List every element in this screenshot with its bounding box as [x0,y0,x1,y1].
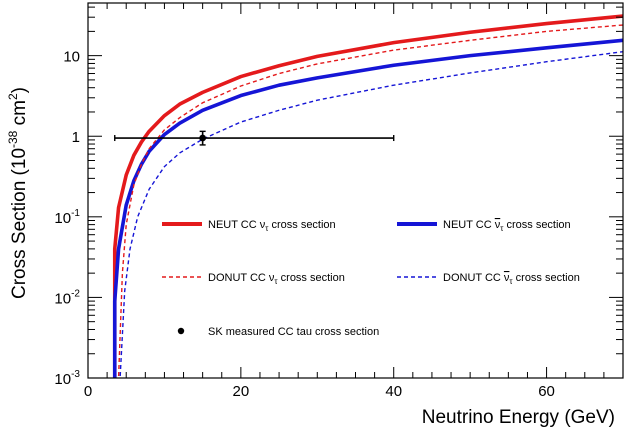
series-neut-nutaubar-curve [112,38,623,378]
legend-label-donut-nutaubar: DONUT CC ντ cross section [443,272,580,286]
legend-label-donut-nutaubar-sub: τ [509,277,513,286]
legend-label-neut-nutau-sub: τ [265,224,269,233]
y-tick-label: 10-3 [54,369,80,388]
y-axis-title-unit: cm [9,100,30,131]
series-donut-nutau-curve [117,24,623,378]
y-tick-label: 10-1 [54,208,80,227]
legend-label-neut-nutaubar-sub: τ [500,224,504,233]
y-axis-title-close: ) [9,87,30,93]
y-axis-title-main: Cross Section (10 [9,148,30,299]
legend-label-donut-nutaubar-suffix: cross section [513,272,580,284]
legend-label-neut-nutau-suffix: cross section [268,219,335,231]
y-tick-label: 1 [72,129,80,146]
legend-label-neut-nutaubar: NEUT CC ντ cross section [443,219,571,233]
x-tick-label: 0 [84,383,92,400]
measurement-point [199,134,207,142]
legend-label-neut-nutaubar-suffix: cross section [503,219,570,231]
measurement-layer [114,130,395,146]
y-axis-title-exponent: -38 [6,130,20,148]
legend-label-neut-nutaubar-nu: ν [495,219,501,231]
y-tick-label: 10 [63,49,80,66]
legend: NEUT CC ντ cross section NEUT CC ντ cros… [162,219,580,338]
series-layer [112,14,623,378]
x-tick-label: 40 [385,383,402,400]
legend-label-donut-nutaubar-nu: ν [504,272,510,284]
legend-label-neut-nutaubar-prefix: NEUT CC [443,219,495,231]
tick-layer: 0 20 40 60 10-3 10-2 10-1 1 10 [54,3,624,400]
legend-label-donut-nutau-suffix: cross section [278,272,345,284]
y-tick-label: 10-2 [54,288,80,307]
legend-label-donut-nutau: DONUT CC ντ cross section [208,272,345,286]
legend-label-neut-nutau: NEUT CC ντ cross section [208,219,336,233]
series-donut-nutaubar-curve [119,50,623,378]
x-axis-title: Neutrino Energy (GeV) [422,407,615,428]
y-axis-title: Cross Section (10-38 cm2) [6,87,30,299]
series-neut-nutau-curve [112,14,623,378]
legend-label-donut-nutau-sub: τ [274,277,278,286]
legend-label-donut-nutau-prefix: DONUT CC ν [208,272,275,284]
legend-label-donut-nutaubar-prefix: DONUT CC [443,272,504,284]
x-tick-label: 60 [538,383,555,400]
legend-swatch-sk-measured [177,327,185,335]
legend-label-neut-nutau-prefix: NEUT CC ν [208,219,266,231]
y-axis-title-unit-exponent: 2 [6,93,20,100]
x-tick-label: 20 [233,383,250,400]
legend-label-sk-measured: SK measured CC tau cross section [208,326,379,338]
